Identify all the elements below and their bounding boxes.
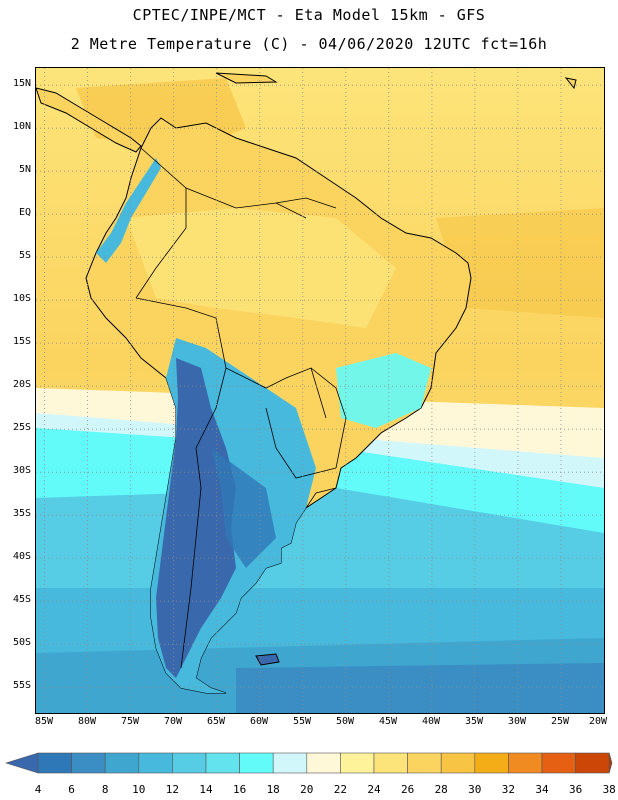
lon-label: 85W [34, 716, 54, 727]
colorbar-swatch [272, 752, 308, 774]
colorbar-swatch [340, 752, 375, 774]
colorbar-tick-label: 28 [434, 783, 448, 796]
lon-label: 70W [163, 716, 183, 727]
atlantic-warm-area [436, 208, 604, 318]
southeast-brazil-cool-area [336, 353, 431, 428]
chart-subtitle: 2 Metre Temperature (C) - 04/06/2020 12U… [70, 35, 548, 53]
colorbar-swatch [373, 752, 408, 774]
colorbar-swatch [205, 752, 240, 774]
colorbar-tick-label: 16 [232, 783, 247, 796]
lat-label: 55S [12, 680, 31, 691]
colorbar-swatch [37, 752, 72, 774]
lon-label: 45W [378, 716, 398, 727]
colorbar-tick-label: 30 [468, 783, 482, 796]
colorbar-tick-label: 34 [535, 783, 549, 796]
colorbar-arrow-low [4, 752, 39, 774]
lat-label: 5N [18, 164, 31, 175]
colorbar-tick-label: 6 [68, 783, 75, 796]
colorbar-swatch [575, 752, 610, 774]
colorbar-swatch [508, 752, 543, 774]
colorbar-tick-label: 36 [568, 783, 583, 796]
colorbar-tick-label: 24 [367, 783, 381, 796]
lon-label: 25W [550, 716, 570, 727]
colorbar [4, 752, 613, 774]
lon-label: 80W [77, 716, 97, 727]
colorbar-swatch [407, 752, 442, 774]
colorbar-swatch [71, 752, 106, 774]
colorbar-swatch [306, 752, 341, 774]
andes-patagonia-cold-area [156, 358, 236, 678]
colorbar-swatch [172, 752, 207, 774]
colorbar-tick-label: 22 [333, 783, 348, 796]
colorbar-tick-label: 26 [400, 783, 415, 796]
colorbar-tick-label: 20 [300, 783, 314, 796]
colorbar-tick-label: 4 [34, 783, 42, 796]
lat-label: 30S [12, 465, 31, 476]
lat-label: 10S [12, 293, 31, 304]
lon-label: 20W [588, 716, 608, 727]
colorbar-tick-label: 18 [266, 783, 280, 796]
lon-label: 40W [421, 716, 441, 727]
colorbar-tick-label: 38 [602, 783, 616, 796]
lon-label: 65W [206, 716, 226, 727]
colorbar-swatch [440, 752, 476, 774]
lat-label: 25S [12, 422, 31, 433]
country-borders [135, 147, 347, 669]
colorbar-swatch [104, 752, 140, 774]
lon-label: 35W [464, 716, 484, 727]
argentina-interior-cold-area [211, 448, 276, 568]
lat-label: 15N [12, 78, 31, 89]
caribbean-islands [215, 72, 577, 90]
falkland-islands [255, 653, 280, 666]
lat-label: 15S [12, 336, 31, 347]
colorbar-tick-label: 10 [132, 783, 146, 796]
colorbar-swatch [239, 752, 274, 774]
colorbar-tick-label: 12 [165, 783, 180, 796]
lat-label: 40S [12, 551, 31, 562]
temperature-map [36, 68, 604, 713]
lat-label: 5S [18, 250, 31, 261]
colorbar-swatch [474, 752, 509, 774]
lat-label: 10N [12, 121, 31, 132]
graticule [36, 68, 604, 713]
northern-andes-cold-strip [96, 158, 161, 263]
central-america [36, 87, 142, 153]
lon-label: 60W [249, 716, 269, 727]
lat-label: 20S [12, 379, 31, 390]
map-panel [35, 67, 605, 714]
colorbar-tick-label: 8 [101, 783, 109, 796]
ocean-band-8 [236, 663, 604, 713]
lon-label: 55W [292, 716, 312, 727]
colorbar-swatch [541, 752, 576, 774]
colorbar-tick-label: 14 [199, 783, 213, 796]
lat-label: 50S [12, 637, 31, 648]
colorbar-arrow-high [608, 752, 613, 774]
lat-label: EQ [18, 207, 31, 218]
amazon-region [126, 208, 396, 328]
lat-label: 45S [12, 594, 31, 605]
lat-label: 35S [12, 508, 31, 519]
colorbar-swatch [138, 752, 173, 774]
colorbar-tick-label: 32 [501, 783, 516, 796]
lon-label: 75W [120, 716, 140, 727]
lon-label: 30W [507, 716, 527, 727]
lon-label: 50W [335, 716, 355, 727]
chart-title: CPTEC/INPE/MCT - Eta Model 15km - GFS [132, 6, 486, 24]
